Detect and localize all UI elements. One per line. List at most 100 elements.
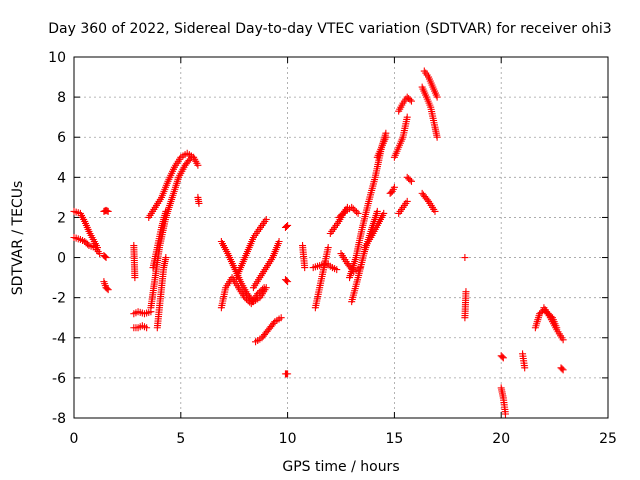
series-s1 — [70, 207, 101, 252]
data-point — [162, 207, 170, 215]
data-point — [501, 410, 509, 418]
data-point — [275, 238, 283, 246]
series-s4 — [100, 278, 112, 294]
series-s8 — [130, 242, 139, 282]
y-axis-label: SDTVAR / TECUs — [10, 181, 26, 296]
data-point — [382, 133, 390, 141]
data-point — [104, 286, 112, 294]
series-s6 — [130, 322, 151, 332]
data-points — [70, 67, 567, 418]
series-s16 — [232, 215, 270, 282]
series-s42 — [497, 352, 507, 362]
data-point — [390, 183, 398, 191]
data-point — [559, 336, 567, 344]
data-point — [403, 197, 411, 205]
series-s17 — [249, 238, 283, 292]
series-s18 — [252, 314, 285, 346]
data-point — [270, 319, 278, 327]
series-s43 — [497, 384, 509, 418]
data-point — [262, 215, 270, 223]
x-tick-labels: 0 5 10 15 20 25 — [70, 431, 617, 447]
y-tick-label: 2 — [57, 210, 66, 226]
series-s34 — [395, 93, 415, 115]
data-point — [244, 297, 252, 305]
data-point — [324, 244, 332, 252]
data-point — [255, 288, 263, 296]
data-point — [335, 213, 343, 221]
x-tick-label: 10 — [279, 431, 297, 447]
x-tick-label: 20 — [492, 431, 510, 447]
data-point — [254, 290, 262, 298]
data-point — [187, 153, 195, 161]
x-tick-label: 15 — [385, 431, 403, 447]
series-s2 — [70, 234, 104, 258]
data-point — [336, 212, 344, 220]
data-point — [257, 287, 265, 295]
data-point — [433, 93, 441, 101]
series-s11 — [149, 207, 170, 272]
data-point — [103, 285, 111, 293]
data-point — [186, 155, 194, 163]
x-tick-label: 0 — [70, 431, 79, 447]
data-point — [195, 199, 203, 207]
series-s23 — [311, 244, 332, 312]
series-s40 — [461, 288, 470, 322]
series-s39 — [418, 189, 439, 215]
data-point — [284, 278, 292, 286]
data-point — [333, 266, 341, 274]
series-s38 — [420, 67, 441, 101]
data-point — [423, 196, 431, 204]
y-tick-label: 8 — [57, 90, 66, 106]
series-s22 — [299, 242, 309, 272]
x-tick-label: 5 — [176, 431, 185, 447]
series-s21 — [281, 370, 292, 378]
series-s35 — [395, 197, 411, 217]
y-tick-label: -6 — [52, 371, 66, 387]
data-point — [96, 250, 104, 258]
data-point — [283, 222, 291, 230]
data-point — [340, 209, 348, 217]
data-point — [143, 324, 151, 332]
data-point — [431, 207, 439, 215]
data-point — [348, 203, 356, 211]
data-point — [373, 207, 381, 215]
plot-frame — [73, 56, 609, 419]
data-point — [84, 240, 92, 248]
series-s28 — [346, 129, 390, 282]
series-s47 — [557, 364, 567, 374]
data-point — [433, 133, 441, 141]
data-point — [284, 370, 292, 378]
series-s46 — [540, 304, 567, 344]
data-point — [403, 113, 411, 121]
y-tick-label: 6 — [57, 130, 66, 146]
series-s30 — [360, 209, 388, 252]
data-point — [521, 364, 529, 372]
data-point — [301, 264, 309, 272]
data-point — [162, 254, 170, 262]
data-point — [349, 205, 357, 213]
y-tick-label: -2 — [52, 291, 66, 307]
data-point — [351, 206, 359, 214]
chart-title: Day 360 of 2022, Sidereal Day-to-day VTE… — [48, 21, 611, 37]
data-point — [260, 284, 268, 292]
data-point — [194, 161, 202, 169]
data-point — [354, 209, 362, 217]
data-point — [284, 221, 292, 229]
data-point — [406, 96, 414, 104]
data-point — [101, 253, 109, 261]
axis-ticks — [73, 56, 609, 419]
series-s26 — [335, 203, 362, 221]
data-point — [406, 176, 414, 184]
data-point — [499, 354, 507, 362]
data-point — [498, 353, 506, 361]
data-point — [277, 314, 285, 322]
data-point — [338, 210, 346, 218]
series-s7 — [130, 308, 155, 318]
series-s9 — [145, 149, 202, 221]
data-point — [407, 97, 415, 105]
series-s31 — [373, 133, 390, 161]
series-s32 — [386, 183, 398, 197]
series-s24 — [309, 260, 341, 274]
data-point — [104, 207, 112, 215]
